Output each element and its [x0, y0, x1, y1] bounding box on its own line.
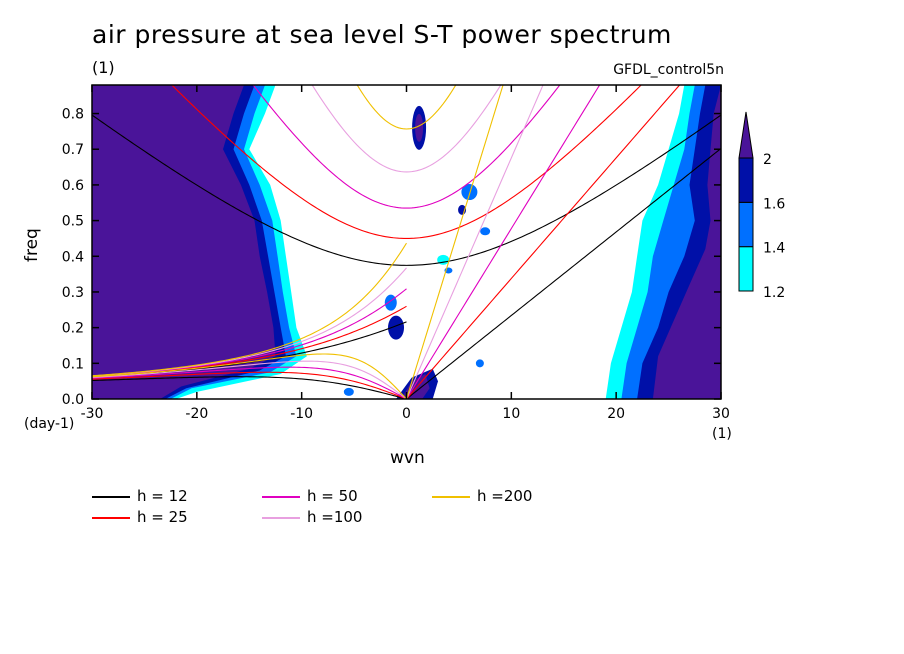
- kelvin-curve: [406, 85, 601, 399]
- colorbar-label: 2: [763, 152, 772, 168]
- inertia-gravity-curve: [171, 85, 642, 240]
- colorbar-label: 1.4: [763, 241, 785, 257]
- kelvin-curve: [406, 148, 721, 399]
- blob-upper-core: [415, 113, 424, 142]
- inertia-gravity-curve: [92, 114, 721, 266]
- x-units-label: (1): [712, 426, 732, 442]
- x-tick-label: 10: [502, 406, 520, 422]
- legend-label: h = 12: [137, 487, 188, 505]
- rossby-curve: [92, 360, 407, 399]
- dataset-label: GFDL_control5n: [613, 62, 724, 78]
- blob-mid: [388, 315, 405, 340]
- colorbar-overflow-arrow: [738, 111, 754, 159]
- contour-band-2-east: [652, 85, 721, 399]
- contour-band-2: [92, 85, 276, 399]
- rossby-curve: [92, 371, 407, 399]
- y-tick-label: 0.5: [62, 214, 84, 230]
- legend-swatch: [432, 496, 470, 498]
- x-tick-label: -10: [290, 406, 313, 422]
- y-tick-label: 0.8: [62, 107, 84, 123]
- mrg-curve: [92, 242, 407, 377]
- rossby-curve: [92, 366, 407, 399]
- blob-low: [475, 359, 484, 368]
- legend-swatch: [92, 496, 130, 498]
- colorbar-label: 1.2: [763, 285, 785, 301]
- kelvin-curve: [405, 85, 544, 399]
- colorbar: 1.2 1.4 1.6 2: [738, 111, 785, 301]
- blob-right-1: [461, 184, 478, 201]
- legend-label: h =100: [307, 508, 363, 526]
- y-tick-label: 0.6: [62, 178, 84, 194]
- blob-right-3: [480, 227, 491, 236]
- x-tick-label: -20: [185, 406, 208, 422]
- kelvin-curve: [406, 85, 681, 399]
- x-tick-label: 0: [402, 406, 411, 422]
- y-tick-label: 0.0: [62, 392, 84, 408]
- y-units-label: (day-1): [24, 416, 75, 432]
- blob-low-left: [343, 387, 354, 396]
- power-contours: [92, 85, 721, 399]
- inertia-gravity-curve: [356, 85, 457, 130]
- dispersion-curves: [92, 85, 721, 399]
- legend-label: h = 25: [137, 508, 188, 526]
- inertia-gravity-curve: [252, 85, 561, 209]
- blob-mid-2: [384, 294, 397, 311]
- legend-label: h = 50: [307, 487, 358, 505]
- legend-swatch: [262, 496, 300, 498]
- rossby-curve: [92, 353, 407, 399]
- colorbar-label: 1.6: [763, 196, 785, 212]
- y-tick-label: 0.4: [62, 249, 84, 265]
- y-tick-label: 0.3: [62, 285, 84, 301]
- colorbar-segment: [738, 157, 754, 203]
- kelvin-curve: [405, 85, 504, 399]
- colorbar-segment: [738, 246, 754, 292]
- legend-label: h =200: [477, 487, 533, 505]
- x-tick-label: 20: [607, 406, 625, 422]
- colorbar-segment: [738, 201, 754, 248]
- units-label: (1): [92, 58, 115, 77]
- x-axis-label: wvn: [390, 448, 425, 468]
- rossby-curve: [92, 376, 407, 399]
- x-tick-label: -30: [81, 406, 104, 422]
- axes: -30 -20 -10 0 10 20 30 0.0 0.1 0.2 0.3 0.4 0.5 0.6 0.7…: [62, 85, 730, 422]
- chart-title: air pressure at sea level S-T power spec…: [92, 20, 672, 49]
- y-tick-label: 0.1: [62, 356, 84, 372]
- inertia-gravity-curve: [311, 85, 502, 173]
- legend-swatch: [262, 517, 300, 519]
- legend-swatch: [92, 517, 130, 519]
- y-tick-label: 0.2: [62, 321, 84, 337]
- x-tick-label: 30: [712, 406, 730, 422]
- y-tick-label: 0.7: [62, 142, 84, 158]
